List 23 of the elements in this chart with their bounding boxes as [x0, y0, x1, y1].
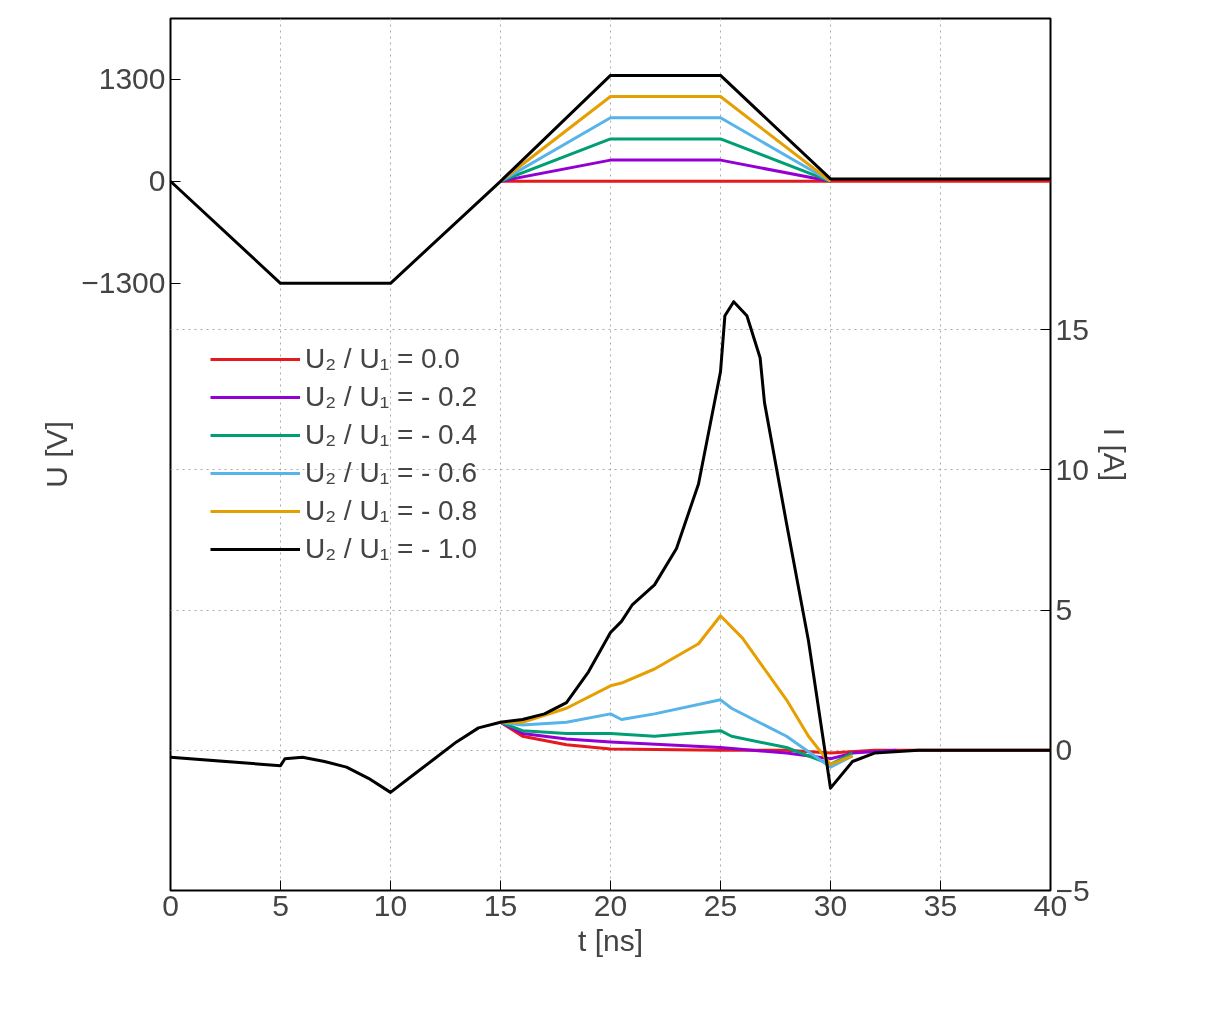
legend-label: U₂ / U₁ = 0.0	[305, 343, 460, 375]
x-tick-label: 20	[593, 888, 628, 922]
legend-label: U₂ / U₁ = - 0.4	[305, 419, 478, 451]
x-axis-title: t [ns]	[577, 923, 644, 957]
x-tick-label: 30	[813, 888, 848, 922]
y2-tick-label: 10	[1055, 452, 1089, 486]
x-tick-label: 35	[923, 888, 958, 922]
y-tick-label: 0	[148, 164, 166, 198]
x-tick-label: 5	[272, 888, 289, 922]
y2-axis-title: I [A]	[1097, 427, 1131, 482]
legend-label: U₂ / U₁ = - 0.2	[305, 381, 478, 413]
y2-tick-label: 5	[1055, 593, 1073, 627]
x-tick-label: 25	[703, 888, 738, 922]
y2-tick-label: 15	[1055, 312, 1089, 346]
y-axis-title: U [V]	[40, 421, 74, 488]
legend-label: U₂ / U₁ = - 1.0	[305, 533, 478, 565]
y-tick-label: 1300	[98, 62, 166, 96]
y2-tick-label: 0	[1055, 733, 1073, 767]
y-tick-label: −1300	[81, 266, 166, 300]
legend-label: U₂ / U₁ = - 0.6	[305, 457, 478, 489]
x-tick-label: 15	[483, 888, 518, 922]
legend-label: U₂ / U₁ = - 0.8	[305, 495, 478, 527]
x-tick-label: 10	[373, 888, 408, 922]
